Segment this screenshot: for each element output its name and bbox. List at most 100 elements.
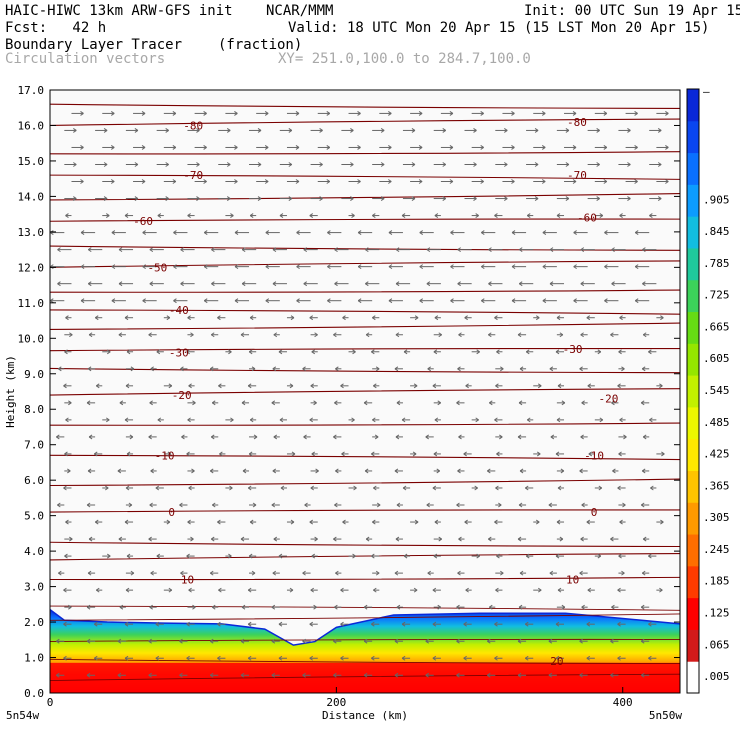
circulation-vector [71,110,84,116]
circulation-vector [410,110,423,116]
circulation-vector [111,264,126,270]
circulation-vector [456,604,465,610]
circulation-vector [286,145,300,150]
circulation-vector [64,536,73,542]
circulation-vector [71,145,84,150]
isotherm-line [50,151,680,155]
circulation-vector [278,553,287,559]
circulation-vector [156,162,169,167]
circulation-vector [618,366,625,372]
circulation-vector [649,128,662,133]
circulation-vector [57,502,65,508]
circulation-vector [649,213,657,218]
circulation-vector [426,281,441,287]
circulation-vector [271,400,280,406]
circulation-vector [117,468,126,474]
circulation-vector [265,230,280,236]
circulation-vector [395,536,403,542]
circulation-vector [102,110,115,116]
circulation-vector [548,638,557,644]
circulation-vector [341,451,349,457]
colorbar-max-label: – [703,85,710,98]
circulation-vector [240,332,250,338]
circulation-vector [488,281,503,287]
circulation-vector [310,468,319,474]
circulation-vector [649,417,657,423]
circulation-vector [56,672,65,678]
circulation-vector [425,672,434,678]
circulation-vector [394,570,403,576]
circulation-vector [425,434,434,440]
isotherm-line [50,174,680,180]
circulation-vector [433,400,442,406]
circulation-vector [419,230,434,236]
circulation-vector [471,349,480,355]
circulation-vector [173,264,188,270]
circulation-vector [494,621,503,627]
circulation-vector [148,638,157,644]
circulation-vector [341,196,354,201]
circulation-vector [341,162,354,167]
circulation-vector [309,519,318,525]
circulation-vector [363,672,373,678]
circulation-vector [247,621,257,627]
circulation-vector [340,621,349,627]
circulation-vector [187,400,196,406]
circulation-vector [249,196,262,201]
circulation-vector [286,587,294,593]
circulation-vector [533,451,541,457]
circulation-vector [94,315,103,321]
colorbar-segment [687,470,699,503]
circulation-vector [440,179,454,184]
circulation-vector [125,366,135,372]
circulation-vector [433,536,443,542]
circulation-vector [372,213,380,218]
circulation-vector [125,570,135,576]
circulation-vector [464,315,472,321]
circulation-vector [519,468,527,474]
isotherm-line [50,658,680,665]
circulation-vector [396,604,403,610]
circulation-vector [488,332,496,338]
circulation-vector [218,383,226,389]
colorbar-label: .485 [703,416,730,429]
circulation-vector [518,281,534,287]
isotherm-label: 0 [168,506,175,519]
circulation-vector [502,110,515,116]
circulation-vector [495,383,503,389]
circulation-vector [125,587,134,593]
circulation-vector [218,196,231,201]
circulation-vector [587,196,600,201]
circulation-vector [517,672,527,678]
circulation-vector [95,383,103,389]
circulation-vector [241,281,257,287]
colorbar-segment [687,438,699,471]
isotherm-line [50,322,680,330]
circulation-vector [395,434,403,440]
circulation-vector [163,110,177,116]
circulation-vector [587,587,595,593]
circulation-vector [656,145,669,150]
circulation-vector [524,485,534,491]
y-tick-label: 13.0 [18,226,45,239]
circulation-vector [433,468,441,474]
circulation-vector [580,536,588,542]
colorbar-segment [687,216,699,249]
isotherm-label: -60 [133,215,153,228]
circulation-vector [403,349,411,355]
circulation-vector [401,213,411,218]
circulation-vector [63,621,72,627]
isotherm-label: -70 [567,169,587,182]
colorbar-label: .905 [703,193,730,206]
colorbar-segment [687,247,699,281]
circulation-vector [379,110,392,116]
isotherm-labels: -80 -80 -70 -70 -60 -60 -50 -40 -30 -30 -20 -20 -10 -… [133,116,618,668]
circulation-vector [542,264,557,270]
cross-section-endpoints: XY= 251.0,100.0 to 284.7,100.0 [278,51,531,67]
isotherm-label: -60 [577,212,597,225]
circulation-vector [209,570,219,576]
circulation-vector [149,400,157,406]
circulation-vector [234,264,250,270]
y-tick-label: 11.0 [18,297,45,310]
circulation-vector [179,672,188,678]
